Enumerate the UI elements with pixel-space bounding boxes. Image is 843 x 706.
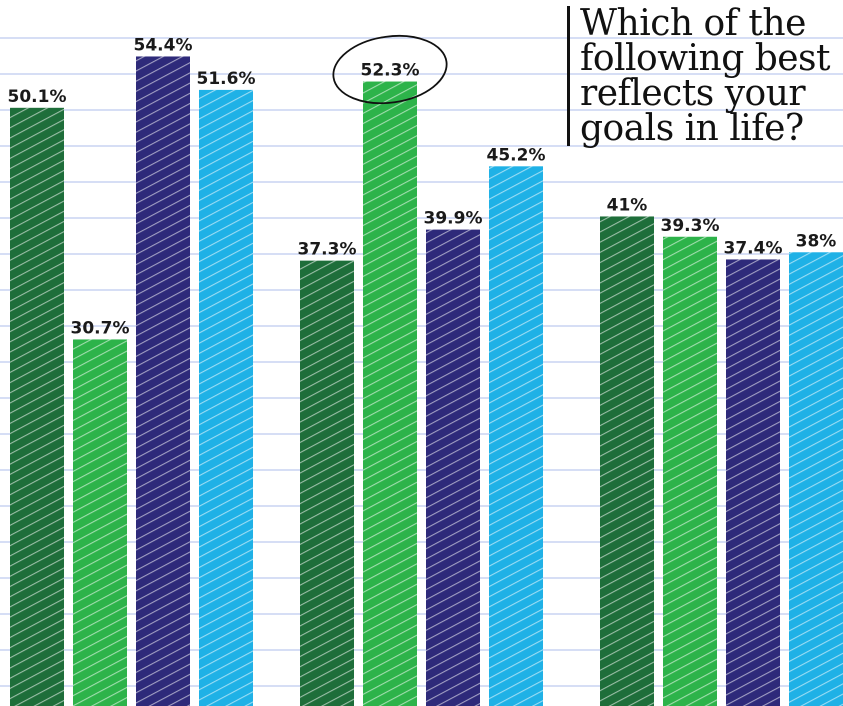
highlight-circle — [332, 35, 448, 105]
value-label: 39.9% — [424, 209, 483, 229]
bar-series-group — [10, 56, 843, 706]
value-label: 50.1% — [8, 87, 67, 107]
bar-hatching — [663, 236, 717, 706]
bar-hatching — [363, 81, 417, 706]
value-label: 37.3% — [298, 240, 357, 260]
value-label: 52.3% — [361, 61, 420, 81]
value-label: 54.4% — [134, 35, 193, 55]
bar-hatching — [426, 229, 480, 706]
bar-hatching — [726, 259, 780, 706]
bar-hatching — [300, 260, 354, 706]
bar-hatching — [10, 107, 64, 706]
value-label: 41% — [607, 195, 648, 215]
value-label: 30.7% — [71, 318, 130, 338]
bar-hatching — [789, 252, 843, 706]
value-label: 51.6% — [197, 69, 256, 89]
bar-hatching — [600, 216, 654, 706]
value-label: 37.4% — [724, 238, 783, 258]
value-label: 38% — [796, 231, 837, 251]
value-labels-group: 50.1% 30.7% 54.4%51.6% 37.3% 52.3% 39.9% 45.2%… — [8, 35, 837, 338]
question-title: Which of the following best reflects you… — [567, 6, 843, 147]
bar-hatching — [73, 339, 127, 706]
bar-hatching — [136, 56, 190, 706]
value-label: 45.2% — [487, 145, 546, 165]
bar-hatching — [199, 89, 253, 706]
bar-hatching — [489, 166, 543, 706]
value-label: 39.3% — [661, 216, 720, 236]
